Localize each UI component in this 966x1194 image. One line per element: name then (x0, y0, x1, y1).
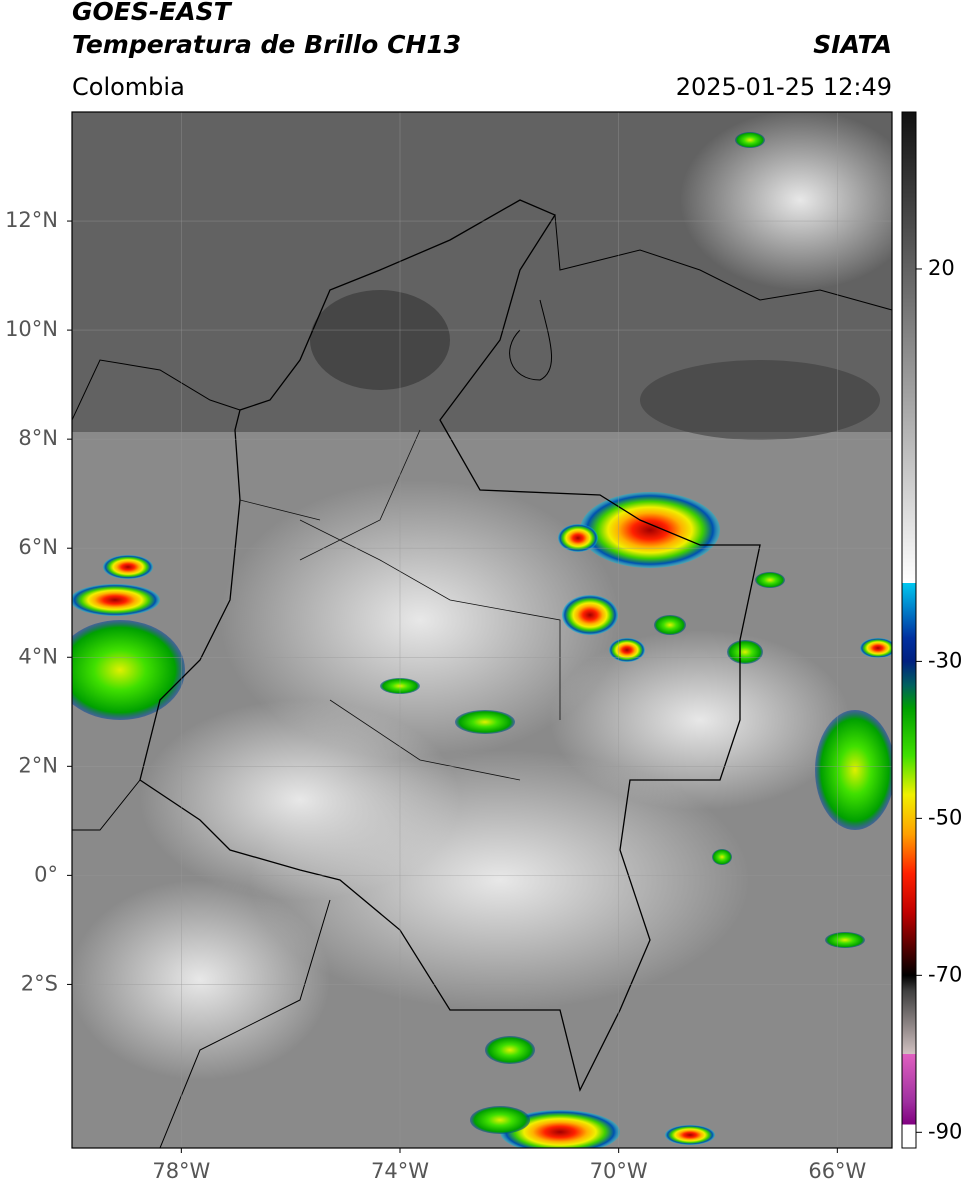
storm-cell (562, 595, 618, 635)
colorbar-tick-label: -90 (928, 1119, 962, 1143)
region: Colombia (72, 73, 185, 101)
colorbar-tick-label: 20 (928, 256, 955, 280)
cloud (72, 880, 330, 1080)
storm-cell (735, 132, 765, 148)
y-tick-label: 6°N (18, 535, 58, 559)
y-tick-label: 4°N (18, 644, 58, 668)
title: GOES-EAST (72, 0, 233, 26)
satellite-image (72, 112, 892, 1148)
x-tick-label: 70°W (590, 1159, 648, 1183)
y-tick-label: 2°S (21, 971, 58, 995)
warm-area (310, 290, 450, 390)
storm-cell (665, 1125, 715, 1145)
cloud (550, 630, 850, 810)
y-tick-label: 10°N (5, 317, 58, 341)
department-border (239, 429, 561, 781)
source: SIATA (813, 30, 892, 59)
storm-cell (727, 640, 763, 664)
warm-area (640, 360, 880, 440)
storm-cell (72, 584, 160, 616)
colorbar-tick-label: -70 (928, 962, 962, 986)
country-border (139, 199, 761, 1092)
storm-cell (755, 572, 785, 588)
colorbar-tick-label: -30 (928, 648, 962, 672)
storm-cell (558, 524, 598, 552)
map-frame (71, 111, 893, 1149)
coastline (72, 779, 331, 1148)
timestamp: 2025-01-25 12:49 (676, 73, 892, 101)
y-tick-label: 0° (34, 862, 58, 886)
y-tick-label: 2°N (18, 753, 58, 777)
storm-cell (712, 849, 732, 865)
y-tick-label: 8°N (18, 426, 58, 450)
graticule (72, 112, 892, 1148)
storm-cell (455, 710, 515, 734)
coastline (72, 359, 241, 421)
subtitle: Temperatura de Brillo CH13 (72, 30, 461, 59)
storm-cell (860, 638, 892, 658)
storm-cell (825, 932, 865, 948)
storm-cell (72, 620, 185, 720)
cloud (140, 700, 460, 900)
storm-cell (815, 710, 892, 830)
storm-cell (580, 492, 720, 568)
x-tick-label: 74°W (371, 1159, 429, 1183)
storm-cell (654, 615, 686, 635)
storm-cell (470, 1106, 530, 1134)
coastline (554, 214, 892, 311)
x-tick-label: 66°W (808, 1159, 866, 1183)
storm-cell (103, 555, 153, 579)
cloud (680, 112, 892, 290)
y-tick-label: 12°N (5, 208, 58, 232)
colorbar-tick-label: -50 (928, 805, 962, 829)
x-tick-label: 78°W (152, 1159, 210, 1183)
coastline (509, 299, 553, 381)
colorbar (901, 111, 917, 1149)
storm-cell (500, 1110, 620, 1148)
storm-cell (609, 638, 645, 662)
storm-cell (485, 1036, 535, 1064)
